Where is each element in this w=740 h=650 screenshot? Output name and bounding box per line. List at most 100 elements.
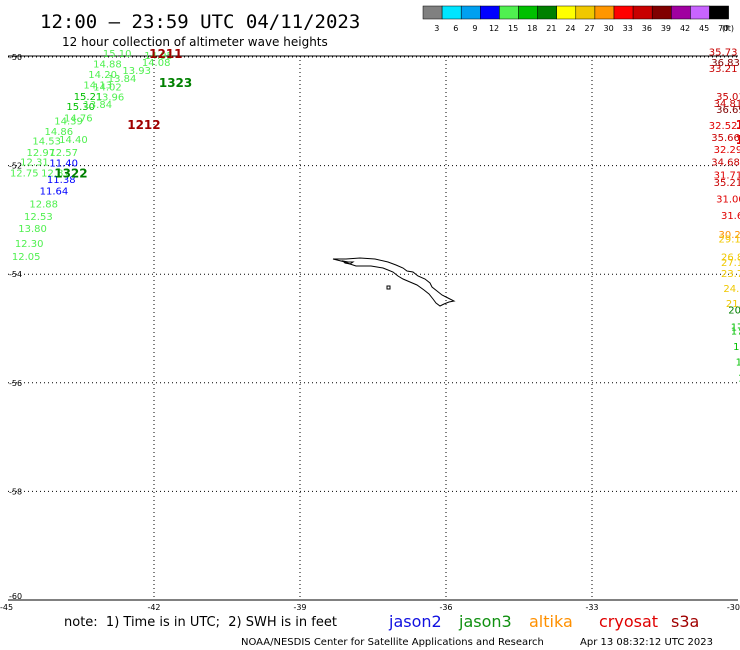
swh-value: 13.93 [122,66,151,77]
swh-value: 17.80 [731,326,740,337]
swh-value: 12.75 [10,168,39,179]
pass-time-label: 1211 [149,47,182,61]
swh-value: 14.39 [54,116,83,127]
legend-tick-label: 45 [699,24,709,33]
legend-swatch [441,5,462,20]
swh-value: 13.80 [18,224,47,235]
legend-swatch [651,5,672,20]
swh-value: 14.95 [144,51,173,62]
swh-value: 17.98 [731,323,740,334]
lon-label: -33 [585,603,598,612]
legend-tick-label: 15 [508,24,518,33]
satellite-name: jason2 [388,612,442,631]
footer-timestamp: Apr 13 08:32:12 UTC 2023 [580,637,713,648]
swh-value: 14.13 [83,80,112,91]
lon-label: -42 [147,603,160,612]
swh-value: 14.02 [93,83,122,94]
swh-value: 35.21 [714,178,740,189]
lat-label: -52 [9,162,22,171]
swh-value: 32.52 [709,121,738,132]
swh-value: 35.66 [711,133,740,144]
legend-tick-label: 9 [472,24,477,33]
swh-value: 31.71 [714,171,740,182]
swh-value: 29.19 [719,235,740,246]
track-time-labels: 121113231212132212412413 [54,47,740,181]
legend-swatch [480,5,500,20]
swh-color-legend: 3 6 9 12 15 18 21 24 27 30 33 36 39 42 45 70(ft) [422,5,734,33]
legend-tick-label: 12 [489,24,499,33]
legend-tick-label: 30 [604,24,614,33]
footer-credit: NOAA/NESDIS Center for Satellite Applica… [241,637,544,648]
legend-swatch [499,5,519,20]
swh-value: 14.20 [88,70,117,81]
pass-time-label: 1212 [127,118,160,132]
swh-value: 13.84 [83,100,112,111]
swh-value: 21.58 [726,299,740,310]
footer-note: note: 1) Time is in UTC; 2) SWH is in fe… [64,615,337,630]
swh-value: 12.97 [26,148,55,159]
lat-lon-grid [8,56,738,600]
legend-tick-label: 18 [527,24,537,33]
lat-label: -58 [9,487,22,496]
swh-value: 14.53 [32,136,61,147]
lat-label: -56 [9,379,22,388]
pass-time-label: 1323 [159,76,192,90]
legend-swatch [556,5,577,20]
swh-value: 26.86 [721,253,740,264]
satellite-name: altika [529,612,573,631]
legend-tick-label: 42 [680,24,690,33]
swh-value: 12.31 [20,158,49,169]
map-subtitle: 12 hour collection of altimeter wave hei… [62,35,328,49]
swh-value: 20.25 [728,305,740,316]
swh-value: 30.28 [719,230,740,241]
lat-label: -60 [9,592,22,601]
swh-value: 15.33 [736,357,740,368]
satellite-name: cryosat [599,612,658,631]
legend-tick-label: 3 [434,24,439,33]
legend-swatch [632,5,653,20]
legend-swatch [690,5,710,20]
lon-label: -30 [727,603,740,612]
pass-time-label: 124 [736,118,740,132]
legend-tick-label: 33 [623,24,633,33]
swh-value: 13.96 [96,92,125,103]
legend-swatch [709,5,729,20]
swh-value: 35.73 [709,47,738,58]
pass-time-label: 124 [736,133,740,147]
legend-tick-label: 24 [565,24,575,33]
legend-unit-label: (ft) [722,24,734,33]
lon-label: -45 [0,603,13,612]
lon-label: -36 [439,603,452,612]
legend-swatch [613,5,634,20]
swh-value: 14.88 [93,59,122,70]
pass-time-label: 1322 [54,167,87,181]
swh-value: 14.40 [59,135,88,146]
longitude-labels: -45 -42 -39 -36 -33 -30 [0,603,740,612]
swh-value: 14.08 [142,58,171,69]
satellite-name: jason3 [458,612,512,631]
latitude-labels: -50 -52 -54 -56 -58 -60 [9,53,22,601]
swh-value: 36.83 [711,58,740,69]
swh-value: 14.76 [64,114,93,125]
swh-value: 31.67 [721,211,740,222]
legend-swatch [518,5,538,20]
lat-label: -50 [9,53,22,62]
swh-value: 12.05 [12,252,41,263]
swh-value: 11.40 [49,159,78,170]
legend-tick-label: 6 [453,24,458,33]
swh-value: 12.53 [24,212,53,223]
swh-value: 12.87 [41,168,70,179]
swh-value: 27.19 [721,258,740,269]
lat-label: -54 [9,270,22,279]
swh-value: 15.10 [103,49,132,60]
lon-label: -39 [293,603,306,612]
legend-tick-label: 21 [546,24,556,33]
legend-swatch [575,5,596,20]
satellite-legend: jason2 jason3 altika cryosat s3a [388,612,699,631]
swh-value: 14.86 [45,127,74,138]
legend-tick-label: 39 [661,24,671,33]
legend-swatch [671,5,691,20]
swh-value: 34.68 [711,158,740,169]
